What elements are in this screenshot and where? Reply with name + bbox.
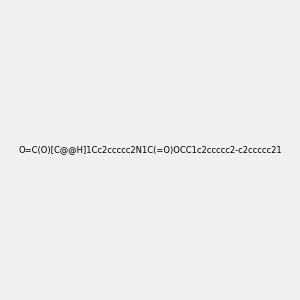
Text: O=C(O)[C@@H]1Cc2ccccc2N1C(=O)OCC1c2ccccc2-c2ccccc21: O=C(O)[C@@H]1Cc2ccccc2N1C(=O)OCC1c2ccccc… [18, 146, 282, 154]
